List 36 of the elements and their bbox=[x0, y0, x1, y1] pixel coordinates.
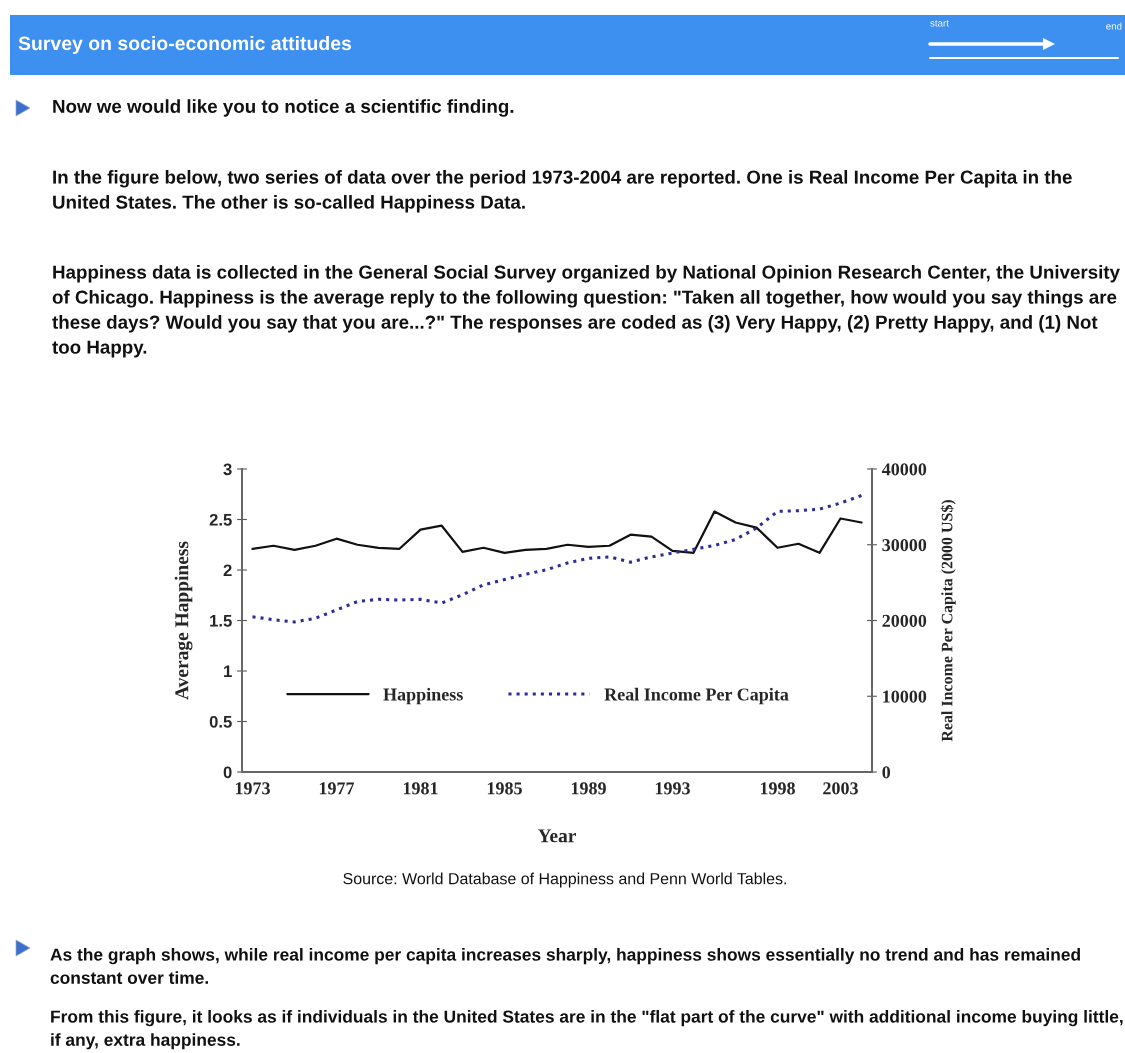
text: As the graph shows, while real income per capita increases sharply, happiness shows essentially no trend and has remained constant over time. bbox=[50, 948, 1080, 984]
y-axis-title: Average Happiness bbox=[174, 541, 193, 700]
y2-axis-title: Real Income Per Capita (2000 US$) bbox=[940, 500, 956, 742]
y-tick-label: 1 bbox=[224, 665, 232, 678]
y-tick-label: 1.5 bbox=[210, 615, 232, 627]
y2-tick-label: 0 bbox=[882, 766, 891, 779]
legend-label: Happiness bbox=[383, 687, 463, 705]
y-tick-label: 0.5 bbox=[209, 715, 232, 728]
x-tick-label: 1993 bbox=[655, 782, 690, 795]
text: end bbox=[1106, 22, 1122, 30]
y2-tick-label: 30000 bbox=[882, 539, 927, 552]
x-tick-label: 1985 bbox=[487, 782, 522, 795]
text: In the figure below, two series of data over the period 1973-2004 are reported. One is Real Income Per Capita in the United States. The other is so-called Happiness Data. bbox=[53, 170, 1072, 213]
source-note: Source: World Database of Happiness and Penn World Tables. bbox=[343, 872, 786, 888]
text: Now we would like you to notice a scientific finding. bbox=[53, 99, 514, 117]
line-series bbox=[250, 493, 864, 624]
legend-label: Real Income Per Capita bbox=[604, 687, 789, 705]
x-axis-title: Year bbox=[537, 829, 577, 843]
text: start bbox=[930, 20, 949, 27]
x-tick-label: 1977 bbox=[319, 782, 355, 795]
text: Happiness data is collected in the General Social Survey organized by National Opinion Research Center, the University of Chicago. Happiness is the average reply to the following question: "Taken all together, how would you say things are these days? Would you say that you are...?" The responses are coded as (3) Very Happy, (2) Pretty Happy, and (1) Not too Happy. bbox=[52, 265, 1120, 358]
y-tick-label: 3 bbox=[223, 463, 232, 476]
x-tick-label: 1989 bbox=[571, 782, 606, 795]
x-tick-label: 1981 bbox=[403, 782, 438, 795]
y-tick-label: 0 bbox=[223, 766, 232, 779]
y-tick-label: 2 bbox=[223, 564, 232, 577]
text: From this figure, it looks as if individuals in the United States are in the "flat part of the curve" with additional income buying little, if any, extra happiness. bbox=[51, 1010, 1123, 1050]
chart-title: Survey on socio-economic attitudes bbox=[18, 35, 352, 55]
y2-tick-label: 10000 bbox=[883, 690, 927, 703]
line-series bbox=[251, 510, 863, 554]
x-tick-label: 2003 bbox=[823, 782, 858, 795]
y2-tick-label: 40000 bbox=[881, 463, 927, 476]
y2-tick-label: 20000 bbox=[882, 614, 927, 627]
y-tick-label: 2.5 bbox=[209, 513, 232, 526]
x-tick-label: 1973 bbox=[235, 782, 270, 795]
x-tick-label: 1998 bbox=[760, 782, 795, 795]
